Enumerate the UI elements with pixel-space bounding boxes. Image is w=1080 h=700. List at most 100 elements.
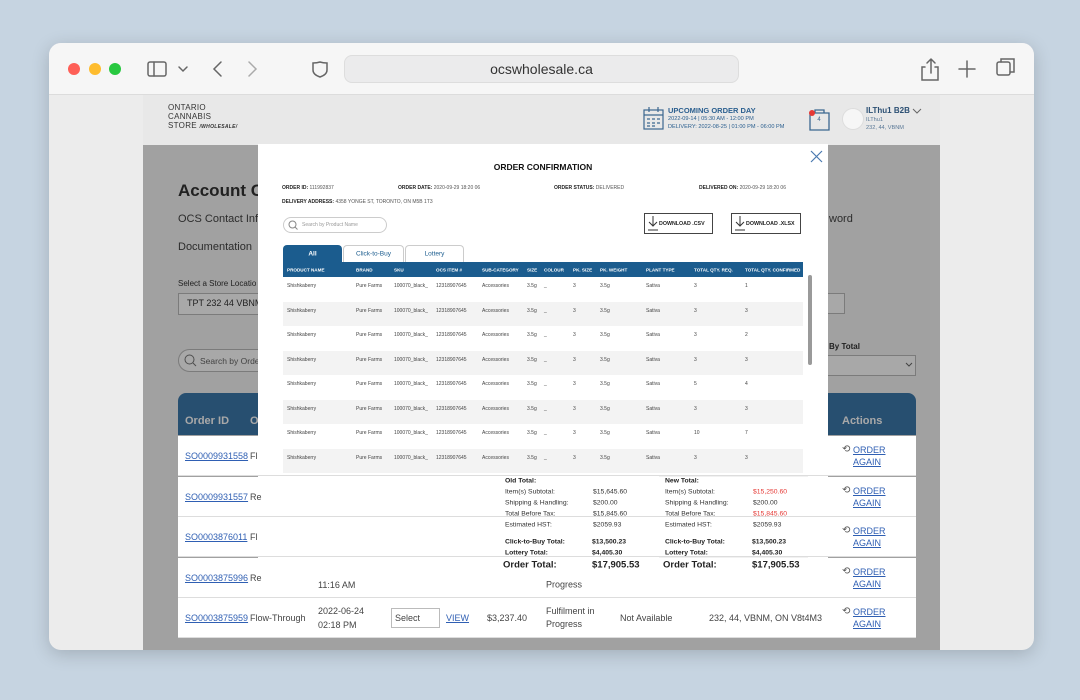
table-cell: 3 [573, 430, 576, 436]
tab-button[interactable] [283, 245, 342, 262]
address-bar[interactable] [344, 55, 739, 83]
table-cell: 3.5g [527, 405, 537, 412]
order-id-link[interactable]: SO0009931557 [185, 491, 249, 502]
minimize-button[interactable] [89, 63, 101, 75]
table-cell: Sativa [646, 430, 660, 436]
table-cell: Pure Farms [356, 283, 383, 289]
table-cell: 3 [694, 356, 697, 363]
browser-window: ocswholesale.ca ONTARIO CANNABIS STORE /… [49, 43, 1034, 650]
user-menu-chevron[interactable] [912, 107, 922, 115]
sidebar-button[interactable] [147, 61, 167, 77]
new-tab-button[interactable] [958, 60, 976, 78]
table-cell: 4 [745, 381, 748, 387]
tab-button[interactable] [405, 245, 464, 262]
table-cell: _ [544, 332, 547, 338]
order-again-action[interactable]: ORDER AGAIN [853, 485, 886, 508]
privacy-icon[interactable] [312, 61, 328, 78]
view-link[interactable]: VIEW [446, 613, 470, 623]
info-value: 4358 YONGE ST, TORONTO, ON M5B 1T3 [335, 199, 433, 205]
summary-label: Lottery Total: [505, 549, 548, 557]
table-cell: 3 [694, 283, 697, 289]
table-cell: 12318907645 [436, 307, 467, 314]
download-csv[interactable] [644, 213, 713, 234]
order-id-link[interactable]: SO0003876011 [185, 532, 248, 542]
nav-link[interactable]: word [829, 213, 853, 225]
table-cell: 3 [745, 405, 748, 412]
table-row [283, 399, 803, 424]
table-cell: 3 [745, 454, 748, 461]
close-button[interactable] [68, 63, 80, 75]
table-cell: 3 [694, 332, 697, 338]
table-cell: 12318907645 [436, 430, 467, 436]
store-value: TPT 232 44 VBNM [187, 298, 263, 308]
table-row [283, 424, 803, 449]
download-label[interactable]: DOWNLOAD .XLSX [746, 221, 795, 227]
table-cell: Shishkaberry [287, 381, 317, 387]
order-id-link[interactable]: SO0003875996 [185, 572, 249, 583]
store-label: Select a Store Locatio [178, 279, 257, 288]
column-header: COLOUR [544, 267, 564, 273]
summary-label: Order Total: [503, 559, 557, 571]
table-cell: 3 [573, 381, 576, 387]
table-cell: 100070_black_ [394, 454, 428, 461]
info-item: DELIVERED ON: 2020-09-29 18:20 06 [699, 185, 786, 191]
table-cell: 100070_black_ [394, 405, 428, 412]
order-again-action[interactable]: ORDER AGAIN [853, 445, 886, 467]
url[interactable]: ocswholesale.ca [490, 61, 593, 77]
table-cell: Pure Farms [356, 430, 383, 436]
back-button[interactable] [212, 61, 222, 77]
user-name[interactable]: ILThu1 B2B [866, 106, 910, 115]
zoom-button[interactable] [109, 63, 121, 75]
table-cell: Shishkaberry [287, 307, 317, 314]
order-status: Fulfilment in Progress [546, 606, 595, 629]
column-header: PRODUCT NAME [287, 267, 325, 273]
logo[interactable]: ONTARIO CANNABIS STORE /WHOLESALE/ [168, 103, 248, 132]
modal-title: ORDER CONFIRMATION [493, 162, 593, 172]
forward-button[interactable] [248, 61, 258, 77]
tab-button[interactable] [343, 245, 404, 262]
column-header: BRAND [356, 267, 373, 273]
order-id-link[interactable]: SO0003875959 [185, 613, 249, 623]
order-address: 232, 44, VBNM, ON V8t4M3 [709, 613, 823, 623]
info-item: ORDER STATUS: DELIVERED [554, 185, 624, 191]
totals-value: $15,845.60 [753, 510, 788, 518]
table-cell: 100070_black_ [394, 307, 428, 314]
nav-link[interactable]: Documentation [178, 241, 252, 253]
page-title: Account C [178, 181, 263, 200]
sidebar-menu[interactable] [178, 66, 188, 73]
close-modal[interactable] [810, 150, 823, 163]
product-search[interactable] [283, 217, 387, 233]
scrollbar[interactable] [808, 275, 812, 365]
order-again-action[interactable]: ORDER AGAIN [853, 526, 886, 548]
search-icon [184, 354, 197, 367]
table-cell: Shishkaberry [287, 405, 317, 412]
table-row [283, 448, 803, 473]
order-again-action[interactable]: ORDER AGAIN [853, 607, 886, 629]
totals-value: $2059.93 [593, 521, 622, 529]
sort-chevron [905, 362, 913, 367]
tabs-button[interactable] [996, 61, 1011, 76]
table-cell: 3.5g [527, 307, 537, 314]
download-xlsx[interactable] [731, 213, 801, 234]
avatar[interactable] [842, 108, 864, 130]
table-cell: Sativa [646, 307, 660, 314]
order-select[interactable] [391, 608, 440, 628]
order-select[interactable]: Select [395, 613, 421, 623]
table-cell: 3.5g [600, 381, 610, 387]
share-button[interactable] [921, 57, 939, 81]
download-label[interactable]: DOWNLOAD .CSV [659, 221, 705, 227]
order-day-title: UPCOMING ORDER DAY [668, 106, 756, 115]
order-id-link[interactable]: SO0009931558 [185, 451, 249, 461]
nav-link[interactable]: OCS Contact Info [178, 213, 265, 225]
table-cell: Pure Farms [356, 332, 383, 338]
order-type: Fl [250, 532, 258, 542]
summary-value: $4,405.30 [752, 549, 783, 557]
table-row [283, 326, 803, 351]
table-cell: 3.5g [527, 454, 537, 461]
order-again-action[interactable]: ORDER AGAIN [853, 566, 886, 589]
table-cell: _ [544, 430, 547, 436]
cart-icon[interactable] [806, 106, 832, 132]
table-cell: 3 [573, 332, 576, 338]
